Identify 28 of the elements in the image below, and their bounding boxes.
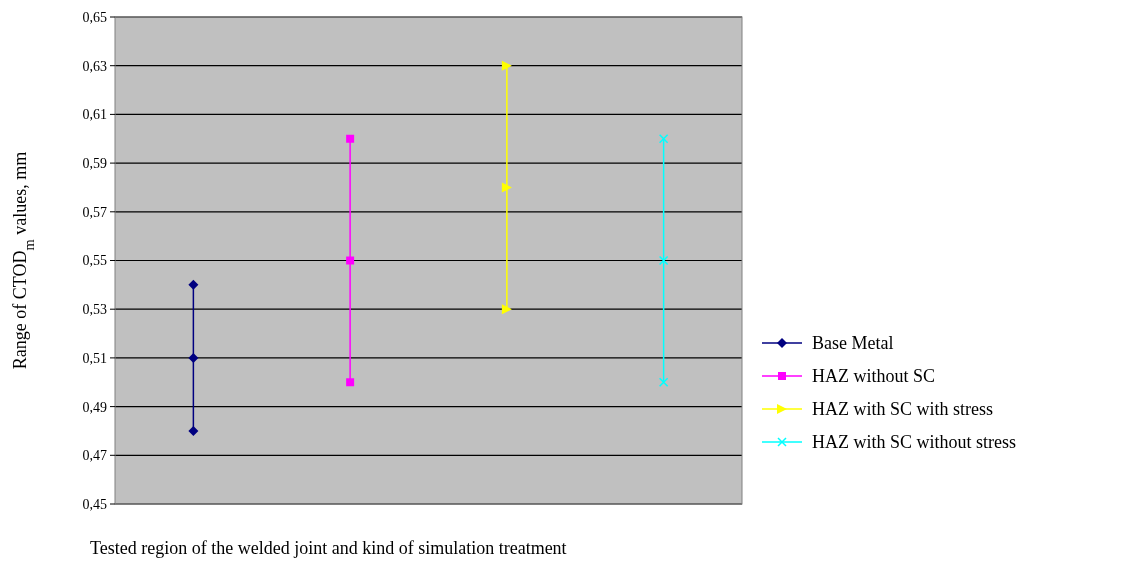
point (346, 256, 355, 265)
point (346, 378, 355, 387)
point (346, 134, 355, 143)
point (188, 352, 199, 363)
point (658, 134, 669, 144)
y-tick-label: 0,57 (82, 204, 107, 220)
legend-label: HAZ without SC (812, 366, 936, 387)
point (188, 279, 199, 290)
point (658, 255, 669, 266)
y-tick-label: 0,45 (82, 496, 107, 512)
y-tick-label: 0,55 (82, 253, 107, 269)
point (188, 425, 199, 436)
y-tick-label: 0,65 (82, 9, 107, 25)
y-tick-label: 0,51 (82, 350, 107, 366)
point (501, 304, 512, 315)
point (501, 60, 512, 71)
point (501, 182, 512, 193)
point (658, 377, 669, 387)
y-tick-label: 0,59 (82, 156, 107, 171)
y-tick-label: 0,47 (82, 448, 107, 464)
y-tick-label: 0,63 (82, 58, 107, 74)
y-tick-label: 0,49 (82, 399, 107, 415)
y-tick-label: 0,53 (82, 302, 107, 318)
legend-label: HAZ with SC without stress (812, 432, 1017, 453)
x-axis-title: Tested region of the welded joint and kind of simulation treatment (90, 538, 567, 558)
y-tick-label: 0,61 (82, 107, 107, 123)
legend-label: Base Metal (812, 333, 894, 354)
legend-label: HAZ with SC with stress (812, 399, 994, 420)
